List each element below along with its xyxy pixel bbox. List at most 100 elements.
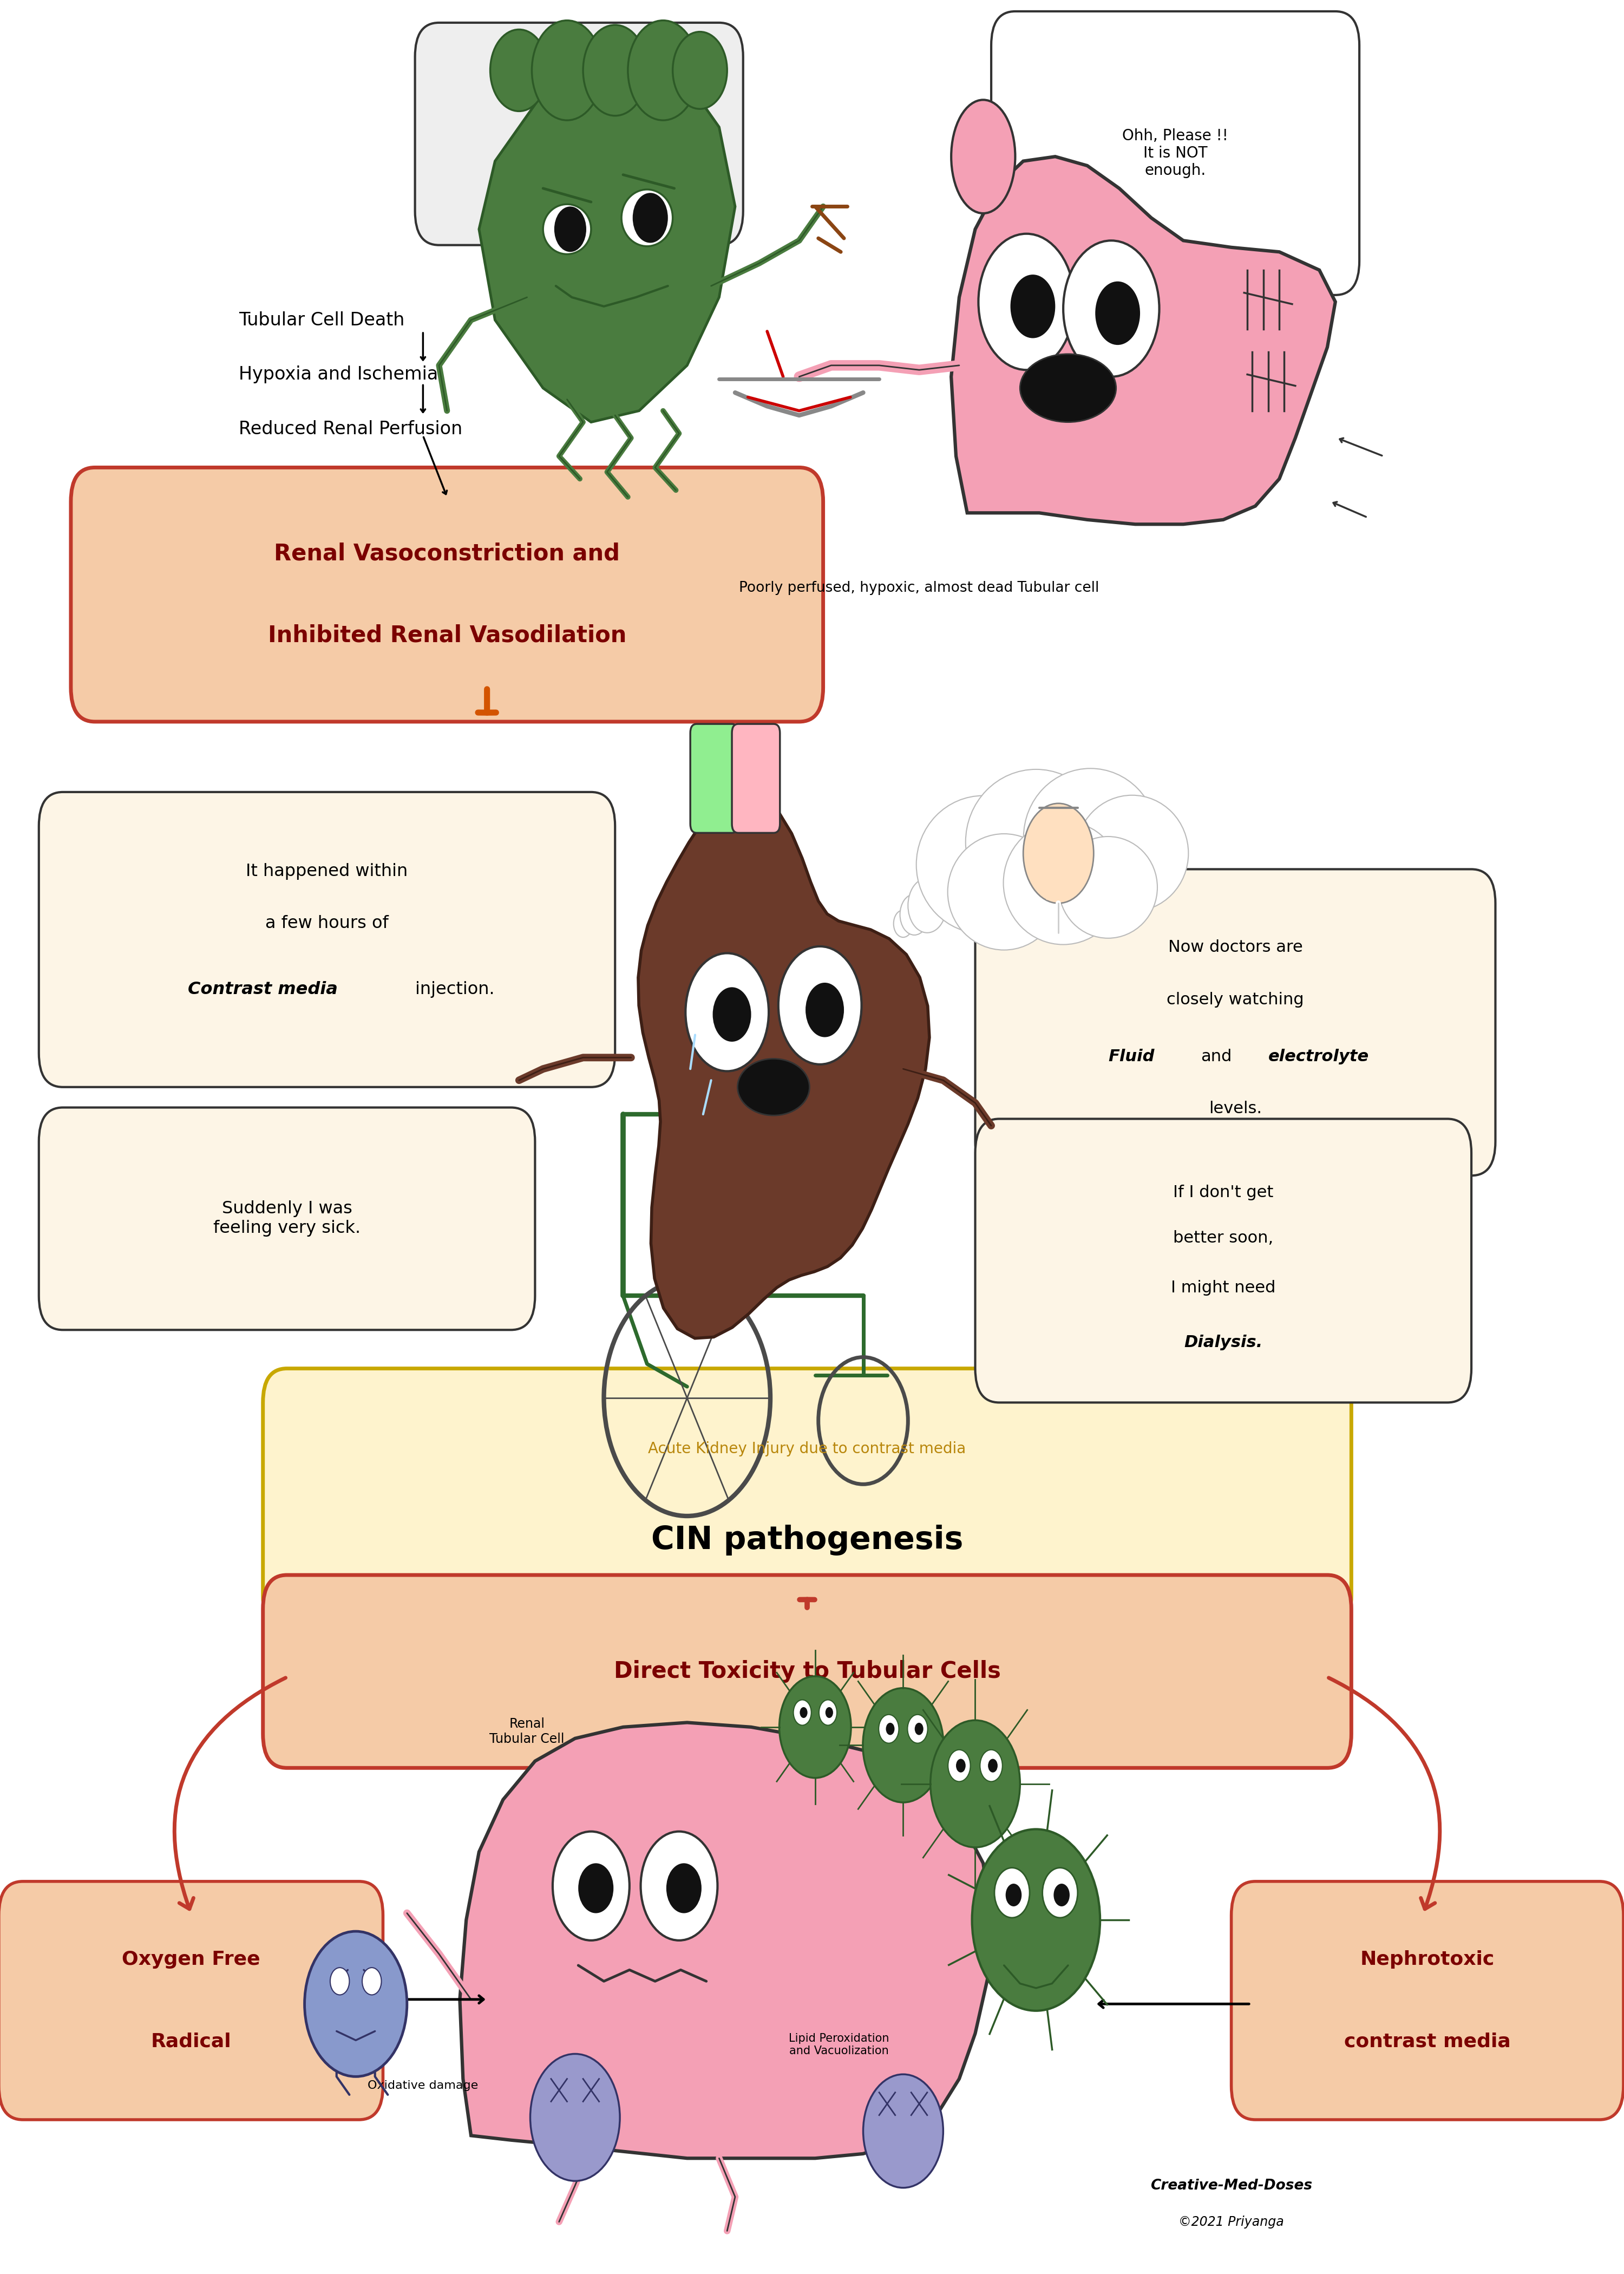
Text: Fluid: Fluid [1108, 1048, 1155, 1064]
Circle shape [641, 1831, 718, 1940]
Circle shape [799, 1708, 807, 1717]
FancyBboxPatch shape [39, 1107, 534, 1330]
FancyBboxPatch shape [732, 723, 780, 832]
Circle shape [1005, 1883, 1021, 1906]
Text: If I don't get: If I don't get [1173, 1185, 1273, 1201]
Text: Tubular Cell Death: Tubular Cell Death [239, 312, 404, 330]
Circle shape [987, 1758, 997, 1771]
Circle shape [879, 1715, 898, 1744]
Text: Nephrotoxic: Nephrotoxic [1361, 1951, 1494, 1969]
Text: Suddenly I was
feeling very sick.: Suddenly I was feeling very sick. [213, 1201, 361, 1237]
Circle shape [672, 32, 728, 109]
FancyArrowPatch shape [174, 1678, 286, 1908]
Ellipse shape [542, 205, 591, 255]
Polygon shape [952, 157, 1335, 525]
Text: Die soon,
He he he !!: Die soon, He he he !! [538, 118, 622, 150]
Circle shape [908, 878, 947, 932]
FancyBboxPatch shape [991, 11, 1359, 296]
Circle shape [893, 910, 913, 937]
Text: Radical: Radical [151, 2033, 231, 2051]
Text: levels.: levels. [1208, 1101, 1262, 1117]
Circle shape [1064, 241, 1160, 377]
Circle shape [778, 946, 862, 1064]
Text: Now doctors are: Now doctors are [1168, 939, 1302, 955]
Text: Oxidative damage: Oxidative damage [367, 2081, 479, 2092]
Text: Hypoxia and Ischemia: Hypoxia and Ischemia [239, 366, 438, 384]
Circle shape [666, 1862, 702, 1912]
Circle shape [780, 1676, 851, 1778]
Text: Reduced Renal Perfusion: Reduced Renal Perfusion [239, 421, 463, 439]
Circle shape [862, 1687, 944, 1803]
Text: contrast media: contrast media [1345, 2033, 1510, 2051]
Ellipse shape [952, 100, 1015, 214]
Circle shape [887, 1724, 895, 1735]
Circle shape [818, 1701, 836, 1726]
Circle shape [531, 20, 603, 121]
Text: Acute Kidney Injury due to contrast media: Acute Kidney Injury due to contrast medi… [648, 1442, 966, 1458]
Circle shape [973, 1828, 1099, 2010]
Ellipse shape [737, 1060, 809, 1117]
Circle shape [685, 953, 768, 1071]
Polygon shape [479, 59, 736, 423]
Ellipse shape [1020, 355, 1116, 423]
Circle shape [1023, 803, 1093, 903]
Circle shape [994, 1867, 1030, 1917]
Text: Dialysis.: Dialysis. [1184, 1335, 1262, 1351]
Polygon shape [460, 1721, 991, 2158]
Text: I might need: I might need [1171, 1280, 1275, 1296]
Ellipse shape [1004, 821, 1124, 944]
Ellipse shape [1059, 837, 1158, 939]
Circle shape [1043, 1867, 1078, 1917]
Text: ©2021 Priyanga: ©2021 Priyanga [1179, 2215, 1285, 2229]
Text: closely watching: closely watching [1166, 991, 1304, 1007]
Circle shape [978, 234, 1075, 371]
FancyBboxPatch shape [39, 791, 615, 1087]
Circle shape [1054, 1883, 1070, 1906]
Text: CIN pathogenesis: CIN pathogenesis [651, 1524, 963, 1555]
Text: Ohh, Please !!
It is NOT
enough.: Ohh, Please !! It is NOT enough. [1122, 127, 1228, 177]
Circle shape [1010, 275, 1056, 339]
Circle shape [948, 1749, 971, 1781]
Text: Inhibited Renal Vasodilation: Inhibited Renal Vasodilation [268, 623, 627, 646]
Ellipse shape [1075, 796, 1189, 912]
Text: Direct Toxicity to Tubular Cells: Direct Toxicity to Tubular Cells [614, 1660, 1000, 1683]
Text: Lipid Peroxidation
and Vacuolization: Lipid Peroxidation and Vacuolization [789, 2033, 890, 2056]
FancyBboxPatch shape [263, 1576, 1351, 1767]
Ellipse shape [948, 835, 1060, 951]
Text: Creative-Med-Doses: Creative-Med-Doses [1150, 2178, 1312, 2192]
Circle shape [552, 1831, 630, 1940]
Circle shape [713, 987, 752, 1041]
Text: Renal
Tubular Cell: Renal Tubular Cell [489, 1717, 565, 1746]
FancyBboxPatch shape [974, 869, 1496, 1176]
Text: injection.: injection. [416, 980, 495, 998]
Circle shape [931, 1719, 1020, 1846]
Ellipse shape [622, 189, 672, 246]
Circle shape [633, 193, 667, 243]
Ellipse shape [1023, 769, 1158, 907]
Circle shape [914, 1724, 924, 1735]
FancyBboxPatch shape [690, 723, 739, 832]
FancyBboxPatch shape [0, 1881, 383, 2119]
FancyBboxPatch shape [263, 1369, 1351, 1630]
Text: Renal Vasoconstriction and: Renal Vasoconstriction and [274, 543, 620, 566]
Circle shape [554, 207, 586, 252]
Circle shape [908, 1715, 927, 1744]
Polygon shape [638, 791, 929, 1339]
FancyBboxPatch shape [974, 1119, 1471, 1403]
Circle shape [979, 1749, 1002, 1781]
Circle shape [864, 2074, 944, 2188]
Text: Poorly perfused, hypoxic, almost dead Tubular cell: Poorly perfused, hypoxic, almost dead Tu… [739, 580, 1099, 596]
Circle shape [957, 1758, 966, 1771]
Circle shape [490, 30, 547, 111]
Circle shape [362, 1967, 382, 1994]
Circle shape [305, 1931, 408, 2076]
Text: Oxygen Free: Oxygen Free [122, 1951, 260, 1969]
FancyBboxPatch shape [71, 468, 823, 721]
Circle shape [583, 25, 646, 116]
FancyBboxPatch shape [1231, 1881, 1624, 2119]
Ellipse shape [966, 769, 1106, 914]
Circle shape [578, 1862, 614, 1912]
Text: a few hours of: a few hours of [265, 914, 388, 932]
Text: and: and [1200, 1048, 1231, 1064]
Circle shape [806, 982, 844, 1037]
